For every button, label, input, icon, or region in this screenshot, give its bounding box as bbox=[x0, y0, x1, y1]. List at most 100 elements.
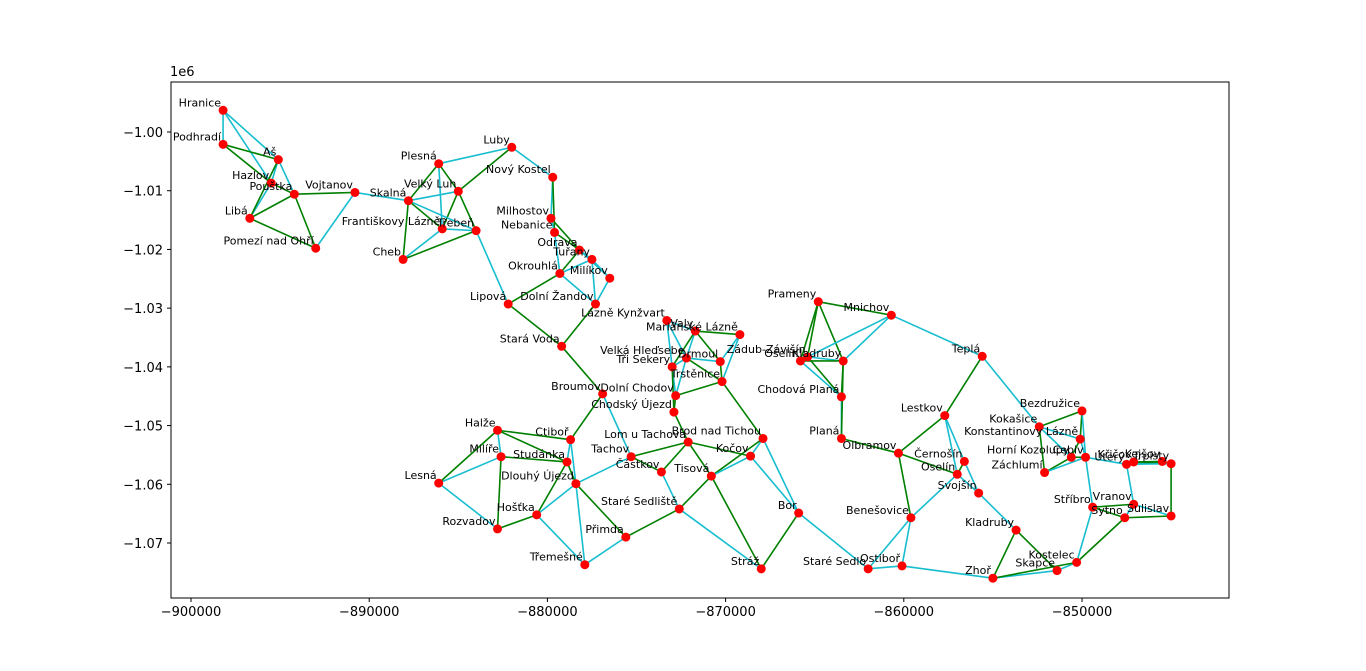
node-point bbox=[863, 564, 873, 574]
network-edge bbox=[675, 380, 723, 397]
node-point bbox=[756, 564, 766, 574]
network-edge bbox=[402, 228, 443, 261]
node-point bbox=[289, 189, 299, 199]
node-point bbox=[548, 172, 558, 182]
network-edge bbox=[890, 314, 983, 358]
network-edge bbox=[551, 177, 556, 233]
y-offset-label: 1e6 bbox=[170, 65, 195, 80]
network-edge bbox=[354, 191, 409, 202]
network-edge bbox=[678, 508, 762, 570]
node-point bbox=[503, 299, 513, 309]
node-point bbox=[598, 389, 608, 399]
node-point bbox=[493, 425, 503, 435]
network-edge bbox=[1084, 457, 1094, 508]
place-label: Tuřany bbox=[552, 245, 590, 258]
axes: 1e6 −900000 −890000 −880000 −870000 −860000 −… bbox=[123, 65, 1230, 620]
network-edge bbox=[601, 393, 632, 458]
network-edge bbox=[818, 300, 892, 316]
place-label: Aš bbox=[263, 146, 277, 159]
node-point bbox=[735, 330, 745, 340]
node-point bbox=[706, 471, 716, 481]
network-edge bbox=[578, 249, 611, 279]
place-label: Benešovice bbox=[846, 504, 909, 517]
network-edge bbox=[511, 146, 554, 178]
network-edge bbox=[806, 356, 843, 398]
network-edge bbox=[1081, 410, 1087, 458]
network-edge bbox=[799, 301, 820, 362]
network-edge bbox=[901, 517, 912, 567]
network-edge bbox=[910, 473, 958, 519]
network-edge bbox=[1038, 410, 1083, 428]
place-label: Lom u Tachova bbox=[604, 428, 686, 441]
node-point bbox=[667, 362, 677, 372]
network-edge bbox=[1038, 426, 1072, 458]
place-label: Broumov bbox=[551, 380, 601, 393]
node-point bbox=[1120, 513, 1130, 523]
network-edge bbox=[660, 471, 680, 510]
place-label: Vranov bbox=[1093, 490, 1132, 503]
node-point bbox=[532, 510, 542, 520]
network-edge bbox=[1085, 456, 1127, 466]
x-tick-label: −860000 bbox=[874, 605, 935, 620]
place-label: Skapce bbox=[1015, 557, 1055, 570]
node-point bbox=[605, 273, 615, 283]
place-label: Plesná bbox=[401, 150, 437, 163]
network-edge bbox=[760, 512, 800, 570]
place-label: Hazlov bbox=[232, 169, 270, 182]
place-label: Chodová Planá bbox=[757, 383, 839, 396]
place-label: Tři Sekery bbox=[615, 353, 670, 366]
network-edge bbox=[981, 355, 1040, 428]
network-edge bbox=[1092, 503, 1134, 508]
node-point bbox=[1081, 452, 1091, 462]
network-edge bbox=[807, 314, 892, 358]
node-point bbox=[959, 456, 969, 466]
place-label: Olbramov bbox=[843, 439, 897, 452]
place-label: Černošín bbox=[914, 447, 962, 460]
network-edge bbox=[569, 439, 577, 484]
network-edge bbox=[594, 277, 611, 305]
network-edge bbox=[630, 441, 689, 458]
place-label: Františkovy Lázně bbox=[342, 215, 441, 228]
network-edge bbox=[992, 529, 1017, 579]
network-edge bbox=[475, 230, 509, 305]
place-label: Kočov bbox=[716, 442, 749, 455]
network-edge bbox=[1092, 506, 1126, 519]
network-edge bbox=[536, 514, 586, 566]
network-edge bbox=[507, 272, 561, 305]
network-edge bbox=[666, 319, 696, 332]
node-point bbox=[794, 508, 804, 518]
place-label: Velký Luh bbox=[404, 177, 456, 190]
y-tick-label: −1.04 bbox=[123, 361, 163, 376]
network-edge bbox=[956, 473, 980, 494]
network-edge bbox=[442, 228, 477, 232]
network-edge bbox=[249, 217, 317, 249]
network-edge bbox=[408, 199, 477, 232]
place-label: Cheb bbox=[373, 245, 401, 258]
place-label: Zhoř bbox=[965, 564, 991, 577]
place-label: Cebiv bbox=[1053, 443, 1084, 456]
network-edge bbox=[407, 163, 440, 202]
place-label: Lestkov bbox=[901, 402, 943, 415]
place-label: Velká Hleďsebe bbox=[600, 344, 684, 357]
place-label: Staré Sedlo bbox=[803, 555, 866, 568]
place-label: Svojšín bbox=[938, 479, 977, 492]
network-edge bbox=[437, 163, 444, 229]
y-tick-label: −1.05 bbox=[123, 420, 163, 435]
network-edge bbox=[944, 415, 966, 462]
network-edge bbox=[665, 320, 673, 367]
network-edge bbox=[501, 455, 568, 463]
network-edge bbox=[749, 455, 800, 514]
y-tick-label: −1.07 bbox=[123, 537, 163, 552]
network-edge bbox=[666, 320, 688, 359]
node-point bbox=[1088, 502, 1098, 512]
place-label: Staré Sedliště bbox=[601, 495, 677, 508]
node-point bbox=[350, 187, 360, 197]
place-label: Pouštka bbox=[249, 180, 292, 193]
network-edge bbox=[671, 330, 696, 368]
place-label: Ošelín bbox=[764, 347, 798, 360]
node-point bbox=[715, 357, 725, 367]
place-label: Kladruby bbox=[792, 347, 841, 360]
network-edge bbox=[798, 512, 869, 570]
